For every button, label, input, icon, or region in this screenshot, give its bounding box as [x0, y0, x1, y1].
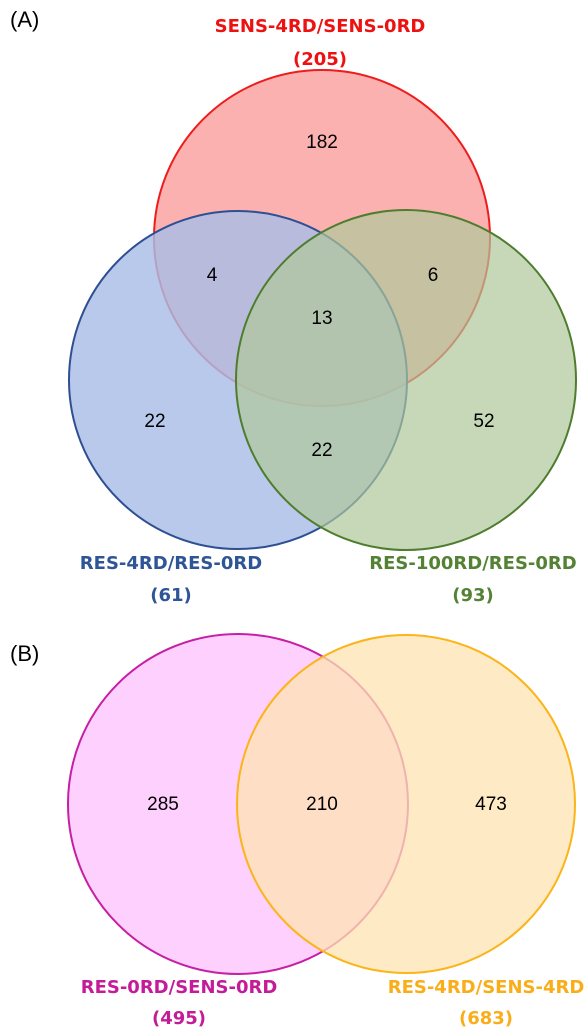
set-label-sens: SENS-4RD/SENS-0RD — [215, 16, 426, 37]
region-count-sens-only: 182 — [306, 132, 338, 153]
region-count-all-three: 13 — [311, 308, 332, 329]
set-total-res4sens4: (683) — [459, 1008, 513, 1029]
region-count-res0-only: 285 — [147, 794, 179, 815]
panel-a-label: (A) — [10, 7, 39, 32]
set-label-res0: RES-0RD/SENS-0RD — [81, 977, 278, 998]
venn-circle-res4sens4 — [236, 634, 576, 974]
set-total-sens: (205) — [293, 49, 347, 70]
panel-b-label: (B) — [10, 641, 39, 666]
set-label-res4: RES-4RD/RES-0RD — [80, 553, 262, 574]
region-count-res4-only: 22 — [144, 411, 165, 432]
region-count-res4sens4-only: 473 — [475, 794, 507, 815]
region-count-res100-only: 52 — [473, 411, 494, 432]
set-total-res4: (61) — [150, 585, 192, 606]
set-total-res100: (93) — [452, 585, 494, 606]
set-label-res4sens4: RES-4RD/SENS-4RD — [388, 977, 585, 998]
region-count-res4-res100: 22 — [311, 440, 332, 461]
set-label-res100: RES-100RD/RES-0RD — [369, 553, 576, 574]
region-count-sens-res4: 4 — [207, 265, 218, 286]
panel-a: (A) SENS-4RD/SENS-0RD (205) 182 4 6 13 2… — [10, 7, 577, 606]
region-count-sens-res100: 6 — [428, 265, 439, 286]
panel-b: (B) 285 210 473 RES-0RD/SENS-0RD (495) R… — [10, 633, 585, 1029]
set-total-res0: (495) — [152, 1008, 206, 1029]
region-count-overlap: 210 — [306, 794, 338, 815]
venn-circle-res100 — [235, 209, 577, 551]
